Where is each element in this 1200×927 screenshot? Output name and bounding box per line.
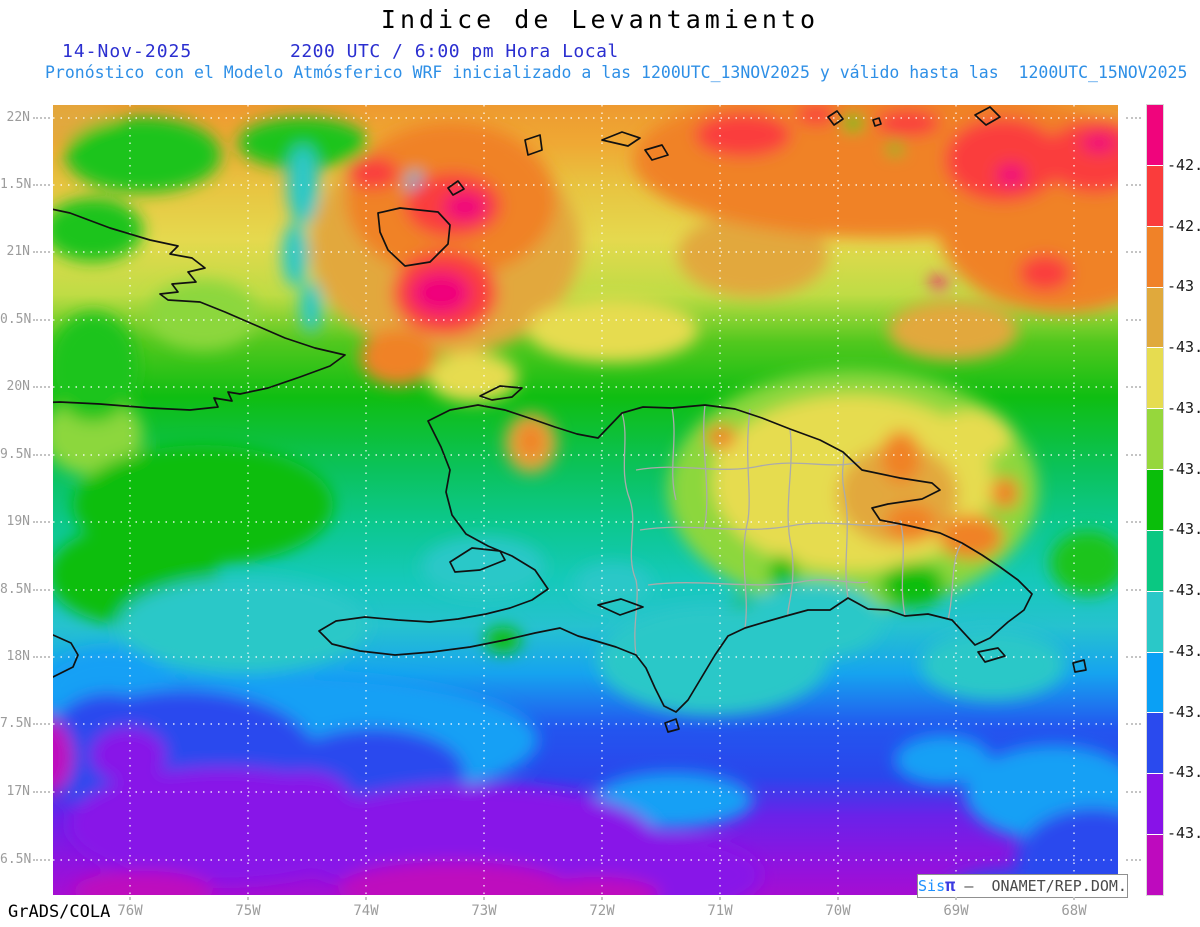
lat-tick-dots-right (1126, 521, 1141, 523)
lat-tick-dots-right (1126, 117, 1141, 119)
colorbar-tick-label: -43.4 (1167, 702, 1200, 721)
lon-tick-label: 71W (707, 903, 733, 919)
lat-tick-dots (33, 386, 50, 388)
lat-tick-label: 22N (6, 110, 30, 125)
lat-tick-dots-right (1126, 791, 1141, 793)
lat-tick-dots (33, 723, 50, 725)
colorbar-segment (1147, 105, 1163, 165)
lat-tick-dots (33, 117, 50, 119)
lifted-index-contour-plot (53, 105, 1118, 895)
colorbar-segment (1147, 470, 1163, 530)
colorbar-tick-label: -43.1 (1167, 398, 1200, 417)
lon-tick-label: 75W (235, 903, 261, 919)
colorbar-tick-label: -43.0 (1167, 338, 1200, 357)
lat-tick-dots-right (1126, 656, 1141, 658)
province-borders (621, 404, 963, 656)
lon-tick-dot (1073, 897, 1075, 900)
field-anomaly-blobs (53, 105, 1118, 895)
lon-tick-dot (601, 897, 603, 900)
lat-tick-dots (33, 319, 50, 321)
colorbar (1146, 104, 1164, 896)
lon-tick-label: 76W (117, 903, 143, 919)
badge-pi-symbol: π (945, 875, 956, 896)
colorbar-tick-label: -43.5 (1167, 824, 1200, 843)
lat-tick-label: 17N (6, 784, 30, 799)
lon-tick-label: 72W (589, 903, 615, 919)
lat-tick-dots-right (1126, 859, 1141, 861)
lon-tick-dot (247, 897, 249, 900)
colorbar-tick-label: -42.9 (1167, 216, 1200, 235)
colorbar-segment (1147, 409, 1163, 470)
map-field (53, 105, 1118, 895)
lat-tick-dots-right (1126, 184, 1141, 186)
lat-tick-dots (33, 589, 50, 591)
lat-tick-label: 6.5N (0, 852, 32, 867)
lat-tick-dots (33, 454, 50, 456)
lon-tick-label: 68W (1061, 903, 1087, 919)
colorbar-segment (1147, 652, 1163, 713)
onamet-badge: Sis π – ONAMET/REP.DOM. (917, 874, 1128, 898)
lon-tick-label: 69W (943, 903, 969, 919)
lat-tick-label: 19N (6, 514, 30, 529)
lat-tick-dots-right (1126, 319, 1141, 321)
lat-tick-dots (33, 251, 50, 253)
colorbar-segment (1147, 530, 1163, 591)
lat-tick-label: 21N (6, 244, 30, 259)
lon-tick-label: 74W (353, 903, 379, 919)
colorbar-tick-label: -42.9 (1167, 155, 1200, 174)
lon-tick-dot (365, 897, 367, 900)
lat-tick-dots-right (1126, 251, 1141, 253)
lat-tick-label: 18N (6, 649, 30, 664)
lat-tick-dots (33, 859, 50, 861)
colorbar-segment (1147, 774, 1163, 835)
colorbar-tick-label: -43.3 (1167, 641, 1200, 660)
colorbar-tick-label: -43 (1167, 277, 1195, 296)
page-title: Indice de Levantamiento (380, 5, 820, 34)
badge-sis-text: Sis (918, 877, 946, 895)
valid-date-label: 14-Nov-2025 (62, 41, 193, 62)
lon-tick-dot (837, 897, 839, 900)
lat-tick-dots-right (1126, 723, 1141, 725)
lat-tick-dots (33, 656, 50, 658)
colorbar-tick-label: -43.1 (1167, 459, 1200, 478)
lat-tick-label: 7.5N (0, 716, 32, 731)
grads-credit: GrADS/COLA (8, 902, 111, 922)
valid-time-label: 2200 UTC / 6:00 pm Hora Local (290, 41, 619, 62)
coastlines (53, 106, 1087, 733)
colorbar-segment (1147, 713, 1163, 774)
colorbar-segment (1147, 287, 1163, 348)
colorbar-segment (1147, 348, 1163, 409)
lon-tick-dot (129, 897, 131, 900)
colorbar-tick-label: -43.2 (1167, 520, 1200, 539)
badge-onamet-text: – ONAMET/REP.DOM. (955, 877, 1127, 895)
lat-tick-label: 8.5N (0, 582, 32, 597)
model-run-subtitle: Pronóstico con el Modelo Atmósferico WRF… (45, 63, 1188, 82)
colorbar-segment (1147, 226, 1163, 287)
lat-tick-dots (33, 791, 50, 793)
lon-tick-label: 73W (471, 903, 497, 919)
colorbar-tick-label: -43.3 (1167, 581, 1200, 600)
lat-tick-dots (33, 521, 50, 523)
colorbar-segment (1147, 591, 1163, 652)
lon-tick-dot (719, 897, 721, 900)
lon-tick-dot (955, 897, 957, 900)
lat-tick-label: 9.5N (0, 447, 32, 462)
map-gridlines (53, 105, 1118, 895)
lon-tick-label: 70W (825, 903, 851, 919)
colorbar-tick-label: -43.4 (1167, 763, 1200, 782)
lat-tick-label: 0.5N (0, 312, 32, 327)
lat-tick-label: 1.5N (0, 177, 32, 192)
lon-tick-dot (483, 897, 485, 900)
colorbar-segment (1147, 165, 1163, 226)
lat-tick-label: 20N (6, 379, 30, 394)
colorbar-segment (1147, 835, 1163, 895)
lat-tick-dots-right (1126, 454, 1141, 456)
lat-tick-dots (33, 184, 50, 186)
lat-tick-dots-right (1126, 589, 1141, 591)
lat-tick-dots-right (1126, 386, 1141, 388)
